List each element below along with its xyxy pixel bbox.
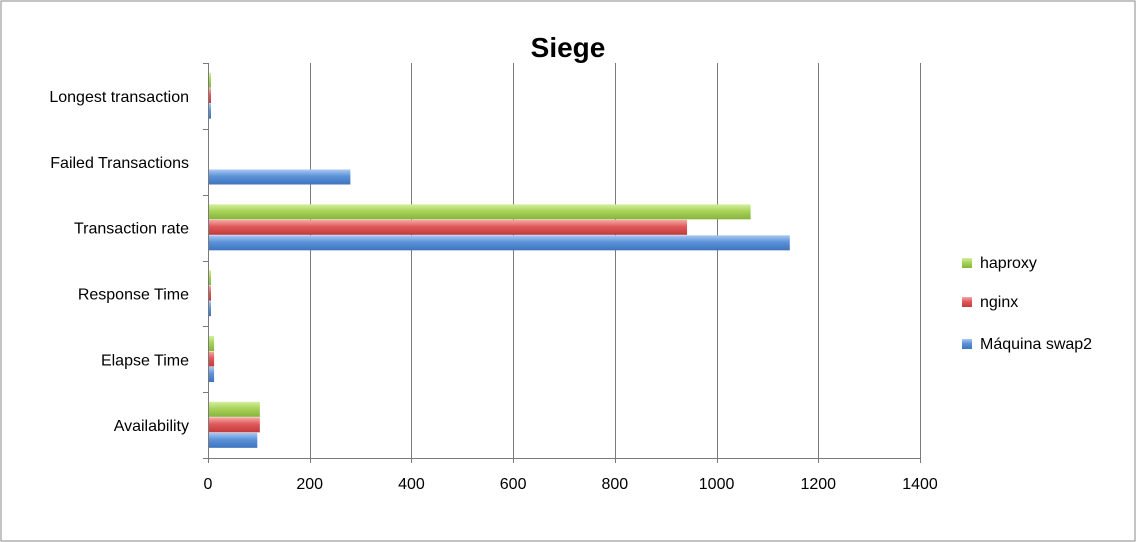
bar-nginx-response-time [209, 285, 211, 301]
legend-label: Máquina swap2 [980, 336, 1092, 353]
x-tick-labels: 0 200 400 600 800 1000 1200 1400 [204, 476, 938, 493]
x-tick-label: 400 [398, 476, 425, 493]
category-label: Failed Transactions [50, 155, 189, 172]
category-label: Longest transaction [49, 89, 189, 106]
legend: haproxy nginx Máquina swap2 [962, 255, 1092, 353]
category-label: Elapse Time [101, 352, 189, 369]
legend-label: haproxy [980, 255, 1037, 272]
bar-nginx-transaction-rate [209, 219, 688, 235]
x-tick-label: 0 [204, 476, 213, 493]
bar-m-quina-swap2-response-time [209, 301, 211, 317]
bars [209, 72, 790, 448]
x-tick-label: 800 [602, 476, 629, 493]
bar-m-quina-swap2-failed-transactions [209, 169, 351, 185]
legend-label: nginx [980, 294, 1018, 311]
category-label: Transaction rate [74, 221, 189, 238]
bar-nginx-longest-transaction [209, 88, 211, 104]
bar-haproxy-transaction-rate [209, 204, 751, 220]
x-tick-label: 1400 [902, 476, 938, 493]
legend-swatch [962, 258, 972, 268]
legend-swatch [962, 297, 972, 307]
bar-m-quina-swap2-elapse-time [209, 367, 215, 382]
category-label: Availability [114, 418, 189, 435]
x-tick-label: 1200 [800, 476, 836, 493]
x-tick-label: 600 [500, 476, 527, 493]
gridlines [310, 63, 921, 458]
x-tick-label: 1000 [699, 476, 735, 493]
bar-haproxy-longest-transaction [209, 72, 211, 88]
category-label: Response Time [78, 286, 189, 303]
chart-title: Siege [531, 32, 606, 63]
bar-nginx-availability [209, 417, 260, 433]
axes [203, 63, 921, 463]
x-tick-label: 200 [296, 476, 323, 493]
legend-swatch [962, 339, 972, 349]
bar-haproxy-elapse-time [209, 336, 215, 351]
bar-m-quina-swap2-longest-transaction [209, 103, 211, 119]
category-labels: Availability Elapse Time Response Time Tran… [49, 89, 189, 435]
bar-nginx-elapse-time [209, 351, 215, 367]
bar-m-quina-swap2-availability [209, 432, 258, 448]
bar-haproxy-availability [209, 401, 260, 417]
bar-m-quina-swap2-transaction-rate [209, 235, 790, 251]
bar-haproxy-response-time [209, 270, 211, 286]
